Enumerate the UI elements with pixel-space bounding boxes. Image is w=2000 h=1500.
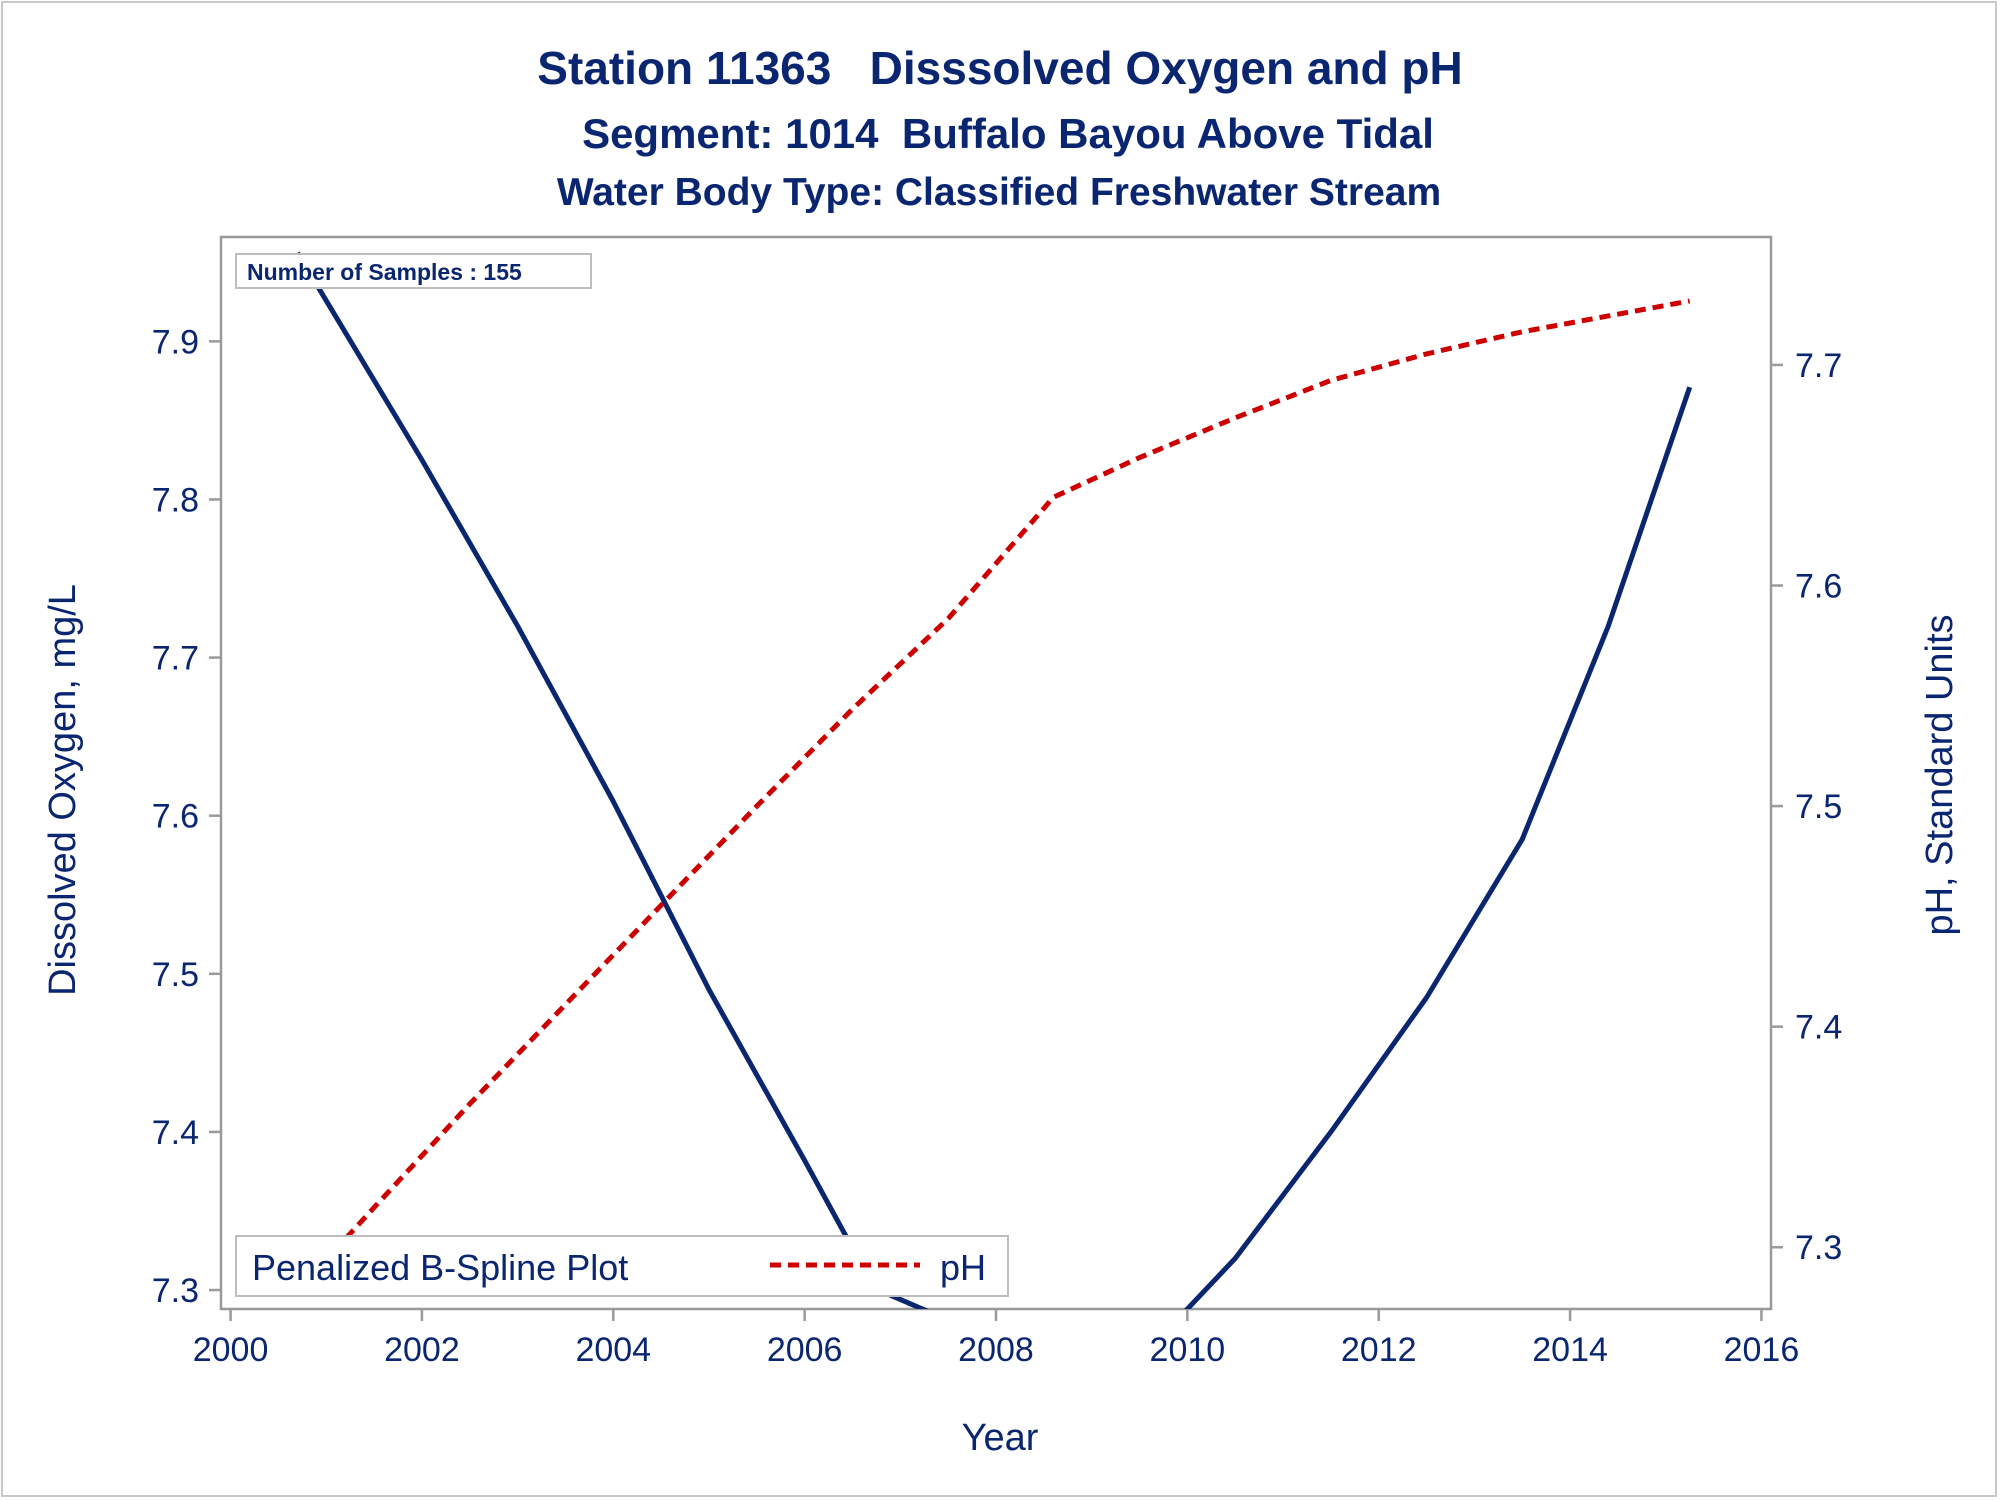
x-axis: 2000 2002 2004 2006 2008 2010 2012 2014 2016 [193,1309,1800,1369]
y-right-tick-label: 7.4 [1795,1009,1842,1047]
y-right-tick-label: 7.3 [1795,1229,1842,1267]
x-tick-label: 2012 [1341,1331,1417,1369]
x-tick-label: 2014 [1532,1331,1608,1369]
legend: Penalized B-Spline Plot pH [235,1235,1009,1297]
x-tick-label: 2004 [575,1331,651,1369]
series-line-dissolved-oxygen [295,251,1693,1309]
y-right-tick-label: 7.5 [1795,788,1842,826]
y-axis-left: 7.3 7.4 7.5 7.6 7.7 7.8 7.9 [152,323,221,1310]
chart-subtitle: Segment: 1014 Buffalo Bayou Above Tidal [582,110,1434,157]
x-axis-label: Year [962,1417,1039,1459]
y-axis-right-label: pH, Standard Units [1919,614,1961,935]
y-axis-right: 7.3 7.4 7.5 7.6 7.7 [1771,347,1842,1267]
y-left-tick-label: 7.9 [152,323,199,361]
y-left-tick-label: 7.8 [152,481,199,519]
legend-label-ph: pH [940,1247,986,1288]
x-tick-label: 2000 [193,1331,269,1369]
series-layer [295,251,1693,1309]
legend-title: Penalized B-Spline Plot [252,1247,628,1288]
plot-area [219,235,1773,1311]
x-tick-label: 2002 [384,1331,460,1369]
y-left-tick-label: 7.5 [152,956,199,994]
x-tick-label: 2010 [1150,1331,1226,1369]
sample-count-text: Number of Samples : 155 [247,259,522,285]
y-left-tick-label: 7.6 [152,798,199,836]
y-axis-left-label: Dissolved Oxygen, mg/L [42,584,84,996]
series-line-ph [295,298,1691,1294]
y-left-tick-label: 7.7 [152,640,199,678]
y-left-tick-label: 7.4 [152,1114,199,1152]
y-right-tick-label: 7.6 [1795,568,1842,606]
y-left-tick-label: 7.3 [152,1272,199,1310]
sample-count-box: Number of Samples : 155 [235,253,592,289]
sample-count-frame [235,253,592,289]
y-right-tick-label: 7.7 [1795,347,1842,385]
x-tick-label: 2006 [767,1331,843,1369]
chart-subtitle-2: Water Body Type: Classified Freshwater S… [557,171,1441,214]
x-tick-label: 2008 [958,1331,1034,1369]
x-tick-label: 2016 [1724,1331,1800,1369]
chart-title: Station 11363 Disssolved Oxygen and pH [537,42,1462,94]
